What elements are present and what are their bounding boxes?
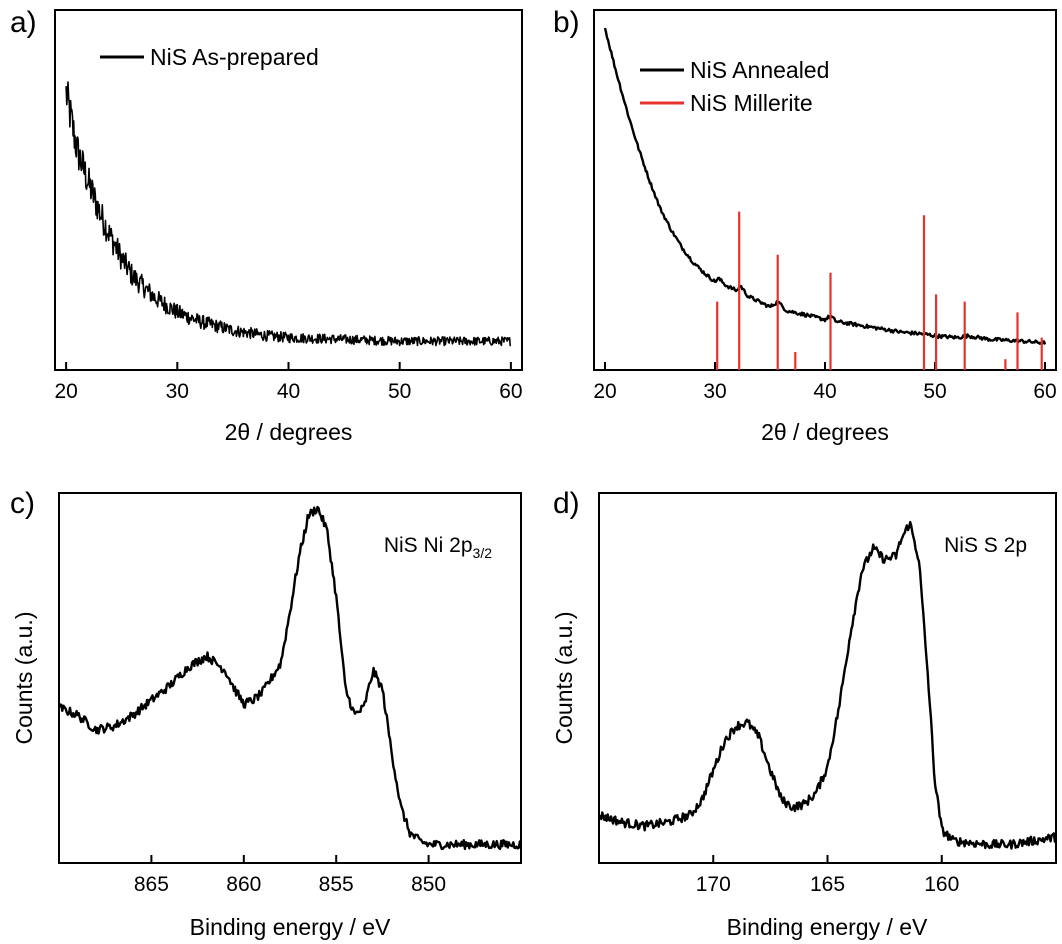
x-axis-label-a: 2θ / degrees <box>225 419 353 445</box>
x-axis-label-d: Binding energy / eV <box>727 914 928 940</box>
panel-d: d) 170 165 160 NiS S 2p Binding energy / e… <box>551 487 1057 940</box>
x-axis-a: 20 30 40 50 60 <box>54 362 523 403</box>
legend-b: NiS Annealed NiS Millerite <box>640 57 829 116</box>
x-tick-label: 40 <box>277 380 300 403</box>
x-tick-label: 860 <box>226 873 261 896</box>
x-tick-label: 160 <box>924 873 959 896</box>
x-tick-label: 170 <box>696 873 731 896</box>
x-tick-label: 40 <box>813 380 836 403</box>
x-tick-label: 60 <box>499 380 522 403</box>
x-tick-label: 30 <box>166 380 189 403</box>
plot-frame-c <box>58 492 522 864</box>
x-tick-label: 165 <box>810 873 845 896</box>
y-axis-label-d: Counts (a.u.) <box>551 612 577 745</box>
panel-letter-b: b) <box>553 6 580 39</box>
x-tick-label: 865 <box>134 873 169 896</box>
x-tick-label: 30 <box>703 380 726 403</box>
x-tick-label: 850 <box>411 873 446 896</box>
x-axis-b: 20 30 40 50 60 <box>593 362 1057 403</box>
annotation-d: NiS S 2p <box>944 534 1027 557</box>
legend-label-annealed: NiS Annealed <box>690 57 829 83</box>
legend-a: NiS As-prepared <box>100 44 319 70</box>
panel-a: a) 20 30 40 50 60 NiS As-prepared 2θ / degre… <box>10 6 523 445</box>
series-group-d <box>598 520 1057 850</box>
x-axis-label-b: 2θ / degrees <box>761 419 889 445</box>
panel-b: b) 20 30 40 50 60 NiS Annealed NiS Millerite… <box>553 6 1057 445</box>
series-group-b <box>603 27 1047 370</box>
legend-label-as-prepared: NiS As-prepared <box>150 44 319 70</box>
legend-label-millerite: NiS Millerite <box>690 90 813 116</box>
series-line-d-0 <box>598 520 1057 850</box>
x-tick-label: 20 <box>54 380 77 403</box>
series-group-a <box>65 81 511 347</box>
x-tick-label: 60 <box>1033 380 1056 403</box>
panel-letter-c: c) <box>10 487 35 520</box>
panel-c: c) 865 860 855 850 NiS Ni 2p3/2 Binding ene… <box>10 487 522 940</box>
y-axis-label-c: Counts (a.u.) <box>11 612 37 745</box>
series-line-a-0 <box>65 81 511 347</box>
series-group-c <box>57 505 522 851</box>
x-axis-label-c: Binding energy / eV <box>190 914 391 940</box>
annotation-c: NiS Ni 2p3/2 <box>384 534 492 561</box>
x-tick-label: 20 <box>593 380 616 403</box>
x-axis-d: 170 165 160 <box>696 855 959 896</box>
series-line-b-0 <box>603 27 1047 346</box>
panel-letter-a: a) <box>10 6 37 39</box>
x-tick-label: 855 <box>319 873 354 896</box>
x-tick-label: 50 <box>923 380 946 403</box>
series-line-c-0 <box>57 505 522 851</box>
x-axis-c: 865 860 855 850 <box>134 855 446 896</box>
x-tick-label: 50 <box>388 380 411 403</box>
panel-letter-d: d) <box>553 487 580 520</box>
